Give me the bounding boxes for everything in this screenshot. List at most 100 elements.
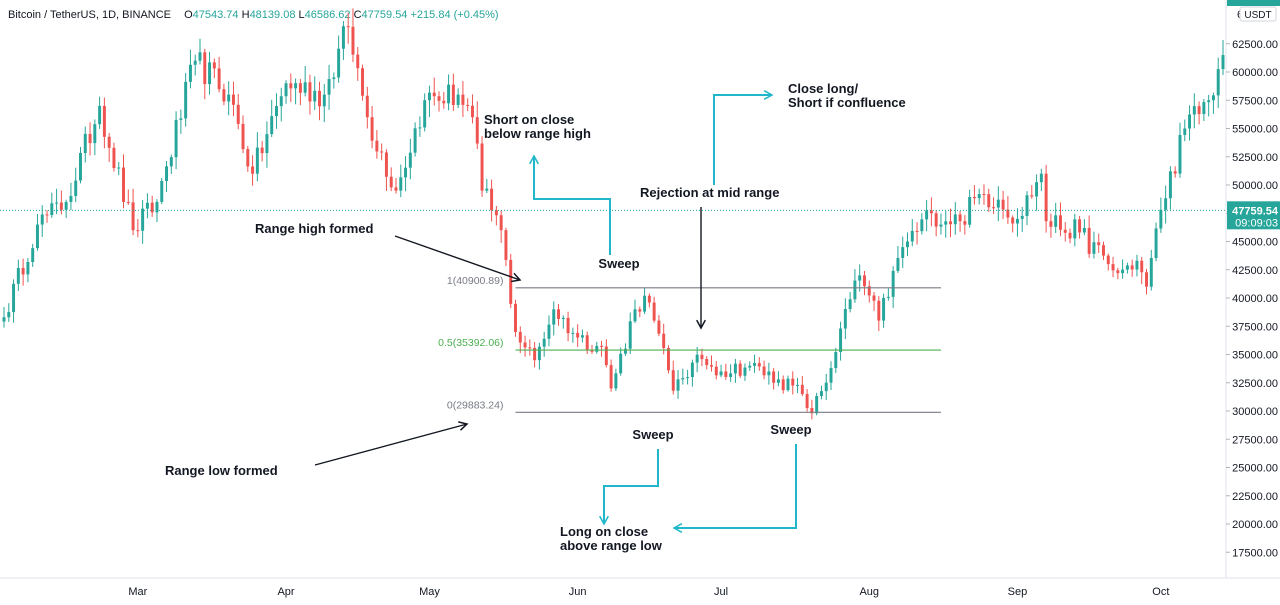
- candle-down: [21, 267, 25, 275]
- short-entry-arrow: [533, 156, 611, 255]
- candle-down: [102, 105, 106, 137]
- candle-up: [322, 94, 326, 107]
- candle-up: [748, 365, 752, 368]
- candle-down: [528, 347, 532, 349]
- candle-down: [461, 94, 465, 105]
- candle-up: [1168, 171, 1172, 199]
- candle-down: [638, 309, 642, 312]
- candle-up: [858, 275, 862, 281]
- candle-up: [184, 81, 188, 119]
- candle-down: [700, 354, 704, 360]
- range-high-arrow-head: [510, 272, 522, 283]
- candle-up: [1082, 227, 1086, 233]
- candle-up: [1216, 69, 1220, 96]
- candle-down: [647, 295, 651, 303]
- candle-up: [643, 295, 647, 312]
- candle-down: [380, 151, 384, 153]
- candle-down: [862, 275, 866, 287]
- fib-level-label: 1(40900.89): [447, 275, 504, 287]
- candle-down: [514, 303, 517, 332]
- candle-down: [1102, 245, 1105, 256]
- candle-down: [389, 176, 393, 188]
- candle-down: [212, 62, 216, 69]
- candle-up: [896, 258, 900, 271]
- candle-down: [394, 187, 398, 191]
- candle-up: [1207, 100, 1211, 103]
- fib-level-label: 0(29883.24): [447, 399, 504, 411]
- candle-up: [824, 382, 828, 392]
- candle-down: [666, 348, 670, 371]
- candle-down: [241, 123, 245, 150]
- candle-down: [356, 54, 360, 69]
- candle-down: [451, 84, 455, 105]
- time-tick-label: Sep: [1008, 586, 1028, 598]
- candle-up: [1039, 173, 1043, 183]
- candle-down: [112, 147, 116, 169]
- candle-down: [236, 104, 240, 124]
- candle-up: [552, 309, 556, 325]
- candle-up: [882, 297, 886, 321]
- candle-up: [160, 180, 164, 202]
- long-entry-arrow-right-head: [672, 523, 683, 533]
- candle-up: [676, 379, 680, 391]
- candle-up: [165, 166, 169, 181]
- candle-up: [279, 96, 283, 107]
- candle-down: [724, 371, 728, 377]
- price-tick-label: 32500.00: [1232, 378, 1278, 390]
- price-tick-label: 25000.00: [1232, 463, 1278, 475]
- candle-down: [494, 210, 498, 216]
- candle-down: [1140, 260, 1144, 273]
- price-tick-label: 52500.00: [1232, 152, 1278, 164]
- price-tick-label: 55000.00: [1232, 124, 1278, 136]
- candle-down: [671, 370, 675, 391]
- long-entry-arrow-right: [674, 444, 797, 529]
- candle-up: [614, 373, 618, 389]
- candle-down: [361, 68, 365, 96]
- candle-down: [1106, 255, 1110, 265]
- candle-up: [155, 201, 159, 213]
- candle-down: [772, 371, 776, 383]
- candle-up: [953, 214, 957, 225]
- ohlc-close-label: C: [353, 9, 362, 21]
- candle-up: [74, 180, 78, 196]
- candle-up: [117, 167, 121, 169]
- candle-up: [145, 202, 149, 209]
- candle-down: [504, 230, 508, 260]
- candle-up: [79, 153, 82, 181]
- candle-down: [246, 149, 250, 167]
- candle-up: [418, 127, 422, 129]
- candle-down: [432, 92, 436, 97]
- sweep-low2-label: Sweep: [770, 422, 811, 437]
- candle-up: [284, 83, 288, 97]
- candle-down: [217, 68, 221, 90]
- candle-down: [370, 117, 374, 141]
- candle-up: [686, 377, 690, 379]
- candle-up: [829, 368, 833, 383]
- range-low-arrow-head: [458, 421, 469, 431]
- candle-down: [1116, 270, 1120, 274]
- candle-down: [585, 335, 589, 350]
- candle-up: [188, 64, 192, 82]
- long-entry-label-line2: above range low: [560, 538, 663, 553]
- candle-down: [1058, 215, 1062, 230]
- candle-up: [208, 62, 212, 85]
- short-entry-label-line2: below range high: [484, 126, 591, 141]
- candle-up: [853, 280, 857, 300]
- candle-up: [341, 26, 345, 49]
- candle-down: [131, 202, 135, 231]
- candle-up: [447, 84, 451, 104]
- candle-up: [35, 224, 39, 249]
- candle-up: [1159, 209, 1163, 229]
- price-tick-label: 57500.00: [1232, 95, 1278, 107]
- candle-down: [45, 214, 49, 216]
- currency-box[interactable]: [1239, 6, 1277, 22]
- ohlc-close: 47759.54: [361, 9, 408, 21]
- ohlc-open: 47543.74: [192, 9, 239, 21]
- candle-up: [944, 221, 948, 225]
- candle-up: [819, 391, 823, 396]
- candle-up: [1149, 257, 1153, 287]
- candle-up: [571, 332, 575, 334]
- candle-up: [40, 214, 44, 225]
